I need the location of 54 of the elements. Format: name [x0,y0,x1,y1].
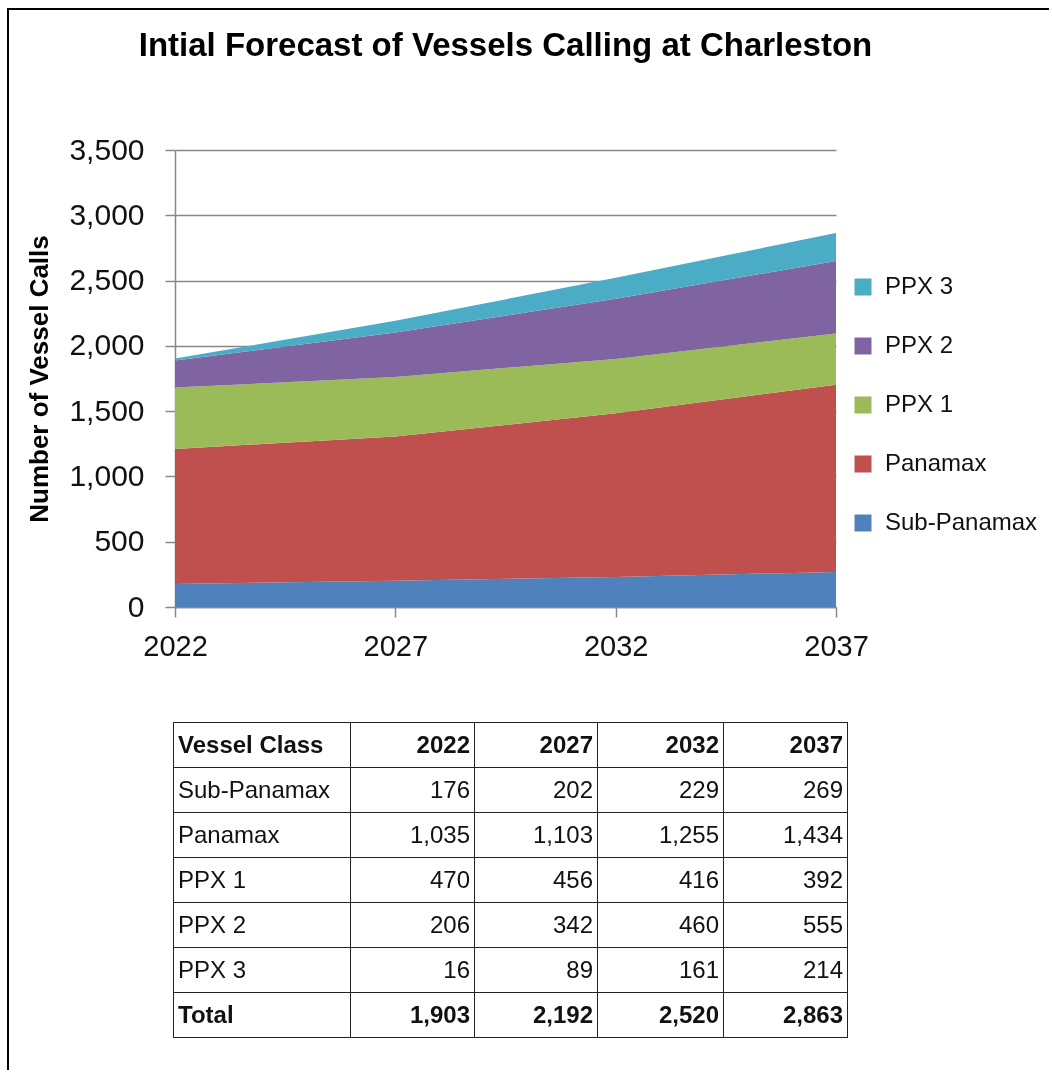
x-tick-label: 2022 [143,629,208,662]
y-tick-label: 1,500 [69,393,145,427]
data-label: 161 [597,947,724,993]
data-label: 229 [597,767,724,813]
y-tick-label: 1,000 [69,458,145,492]
x-tick-label: 2032 [597,722,724,768]
x-tick-label: 2037 [804,629,869,662]
legend-label: PPX 1 [885,390,954,417]
legend-label: Panamax [885,449,987,476]
data-label: 342 [474,902,598,948]
data-label: 1,103 [474,812,598,858]
y-tick-label: PPX 2 [173,902,351,948]
data-label: 2,192 [474,992,598,1038]
data-label: 202 [474,767,598,813]
x-tick-label: 2037 [723,722,848,768]
data-label: 2,863 [723,992,848,1038]
data-label: 16 [350,947,475,993]
data-label: 456 [474,857,598,903]
y-tick-label: 2,500 [69,263,145,297]
data-label: 555 [723,902,848,948]
y-tick-label: Panamax [173,812,351,858]
y-tick-label: 3,000 [69,197,145,231]
y-tick-label: PPX 3 [173,947,351,993]
y-tick-label: 2,000 [69,328,145,362]
data-label: 392 [723,857,848,903]
legend-label: Sub-Panamax [885,508,1038,535]
y-axis-title: Vessel Class [173,722,351,768]
y-tick-label: PPX 1 [173,857,351,903]
data-label: 1,035 [350,812,475,858]
data-label: 460 [597,902,724,948]
y-axis-title: Number of Vessel Calls [24,235,55,523]
y-tick-label: 500 [94,524,145,558]
data-label: 176 [350,767,475,813]
y-tick-label: 3,500 [69,132,145,166]
data-label: 416 [597,857,724,903]
x-tick-label: 2027 [474,722,598,768]
x-tick-label: 2022 [350,722,475,768]
chart-title: Intial Forecast of Vessels Calling at Charleston [138,26,873,63]
data-label: 269 [723,767,848,813]
legend-label: PPX 3 [885,272,954,299]
data-label: 89 [474,947,598,993]
y-tick-label: 0 [127,589,145,623]
y-tick-label: Sub-Panamax [173,767,351,813]
data-label: 1,255 [597,812,724,858]
y-tick-label: Total [173,992,351,1038]
data-label: 470 [350,857,475,903]
x-tick-label: 2032 [583,629,649,662]
data-label: 1,903 [350,992,475,1038]
legend-label: PPX 2 [885,331,954,358]
data-label: 206 [350,902,475,948]
data-label: 2,520 [597,992,724,1038]
data-label: 1,434 [723,812,848,858]
x-tick-label: 2027 [363,629,429,662]
data-label: 214 [723,947,848,993]
